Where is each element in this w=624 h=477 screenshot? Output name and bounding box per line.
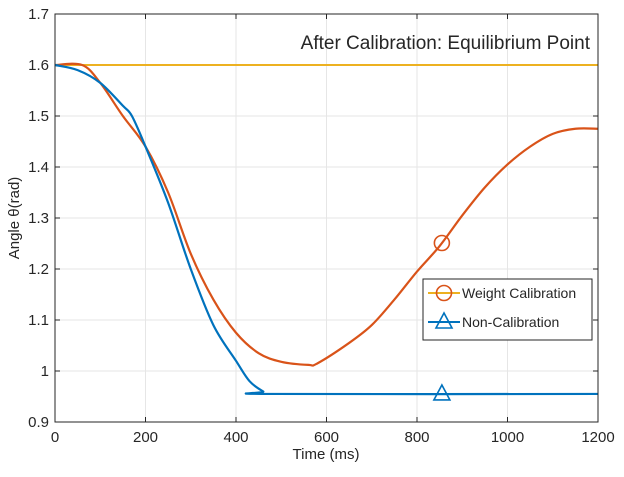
series-line-non-calibration bbox=[54, 63, 599, 396]
x-tick-label: 200 bbox=[133, 429, 158, 446]
x-tick-label: 1200 bbox=[581, 429, 614, 446]
legend: Weight Calibration Non-Calibration bbox=[422, 278, 593, 341]
y-tick-label: 1 bbox=[41, 363, 49, 380]
legend-marker-non-calibration bbox=[434, 311, 454, 329]
y-tick-label: 1.1 bbox=[28, 312, 49, 329]
series-marker-weight-calibration bbox=[433, 234, 451, 252]
y-tick-label: 1.6 bbox=[28, 57, 49, 74]
legend-label-non-calibration: Non-Calibration bbox=[462, 314, 559, 330]
legend-label-weight-calibration: Weight Calibration bbox=[462, 285, 576, 301]
y-axis-label: Angle θ(rad) bbox=[6, 177, 23, 260]
y-tick-label: 1.3 bbox=[28, 210, 49, 227]
y-tick-label: 1.2 bbox=[28, 261, 49, 278]
x-tick-label: 0 bbox=[51, 429, 59, 446]
x-tick-label: 1000 bbox=[491, 429, 524, 446]
y-tick-label: 1.5 bbox=[28, 108, 49, 125]
plot-frame bbox=[54, 13, 599, 423]
x-axis-label: Time (ms) bbox=[293, 446, 360, 463]
x-tick-label: 400 bbox=[223, 429, 248, 446]
legend-marker-weight-calibration bbox=[435, 284, 453, 302]
y-tick-label: 0.9 bbox=[28, 414, 49, 431]
x-tick-label: 600 bbox=[314, 429, 339, 446]
series-marker-non-calibration bbox=[432, 383, 452, 401]
chart-title: After Calibration: Equilibrium Point bbox=[301, 33, 591, 54]
y-tick-label: 1.7 bbox=[28, 6, 49, 23]
x-tick-label: 800 bbox=[404, 429, 429, 446]
y-tick-label: 1.4 bbox=[28, 159, 49, 176]
